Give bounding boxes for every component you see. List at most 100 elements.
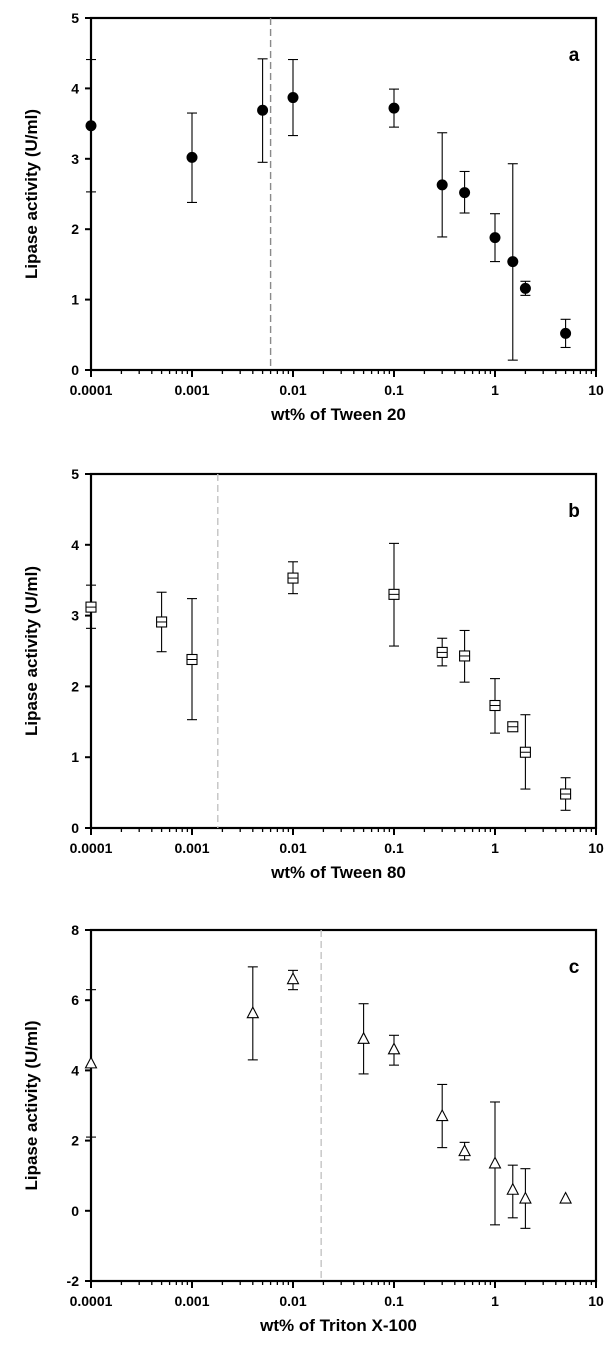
data-point xyxy=(257,58,269,163)
data-point xyxy=(436,637,448,667)
y-axis-title: Lipase activity (U/ml) xyxy=(22,109,41,279)
data-point xyxy=(506,1164,520,1219)
point-marker xyxy=(84,1056,98,1069)
data-point xyxy=(357,1003,371,1075)
x-tick-label: 1 xyxy=(491,1293,499,1309)
point-marker xyxy=(458,1143,472,1157)
x-tick-label: 1 xyxy=(491,382,499,398)
x-tick-label: 10 xyxy=(588,840,604,856)
point-marker xyxy=(506,1182,520,1195)
x-tick-label: 0.001 xyxy=(174,382,209,398)
y-tick-label: 6 xyxy=(71,992,79,1008)
y-axis-title: Lipase activity (U/ml) xyxy=(22,1020,41,1190)
x-tick-label: 0.01 xyxy=(279,840,306,856)
x-tick-label: 10 xyxy=(588,382,604,398)
x-tick-label: 0.1 xyxy=(384,1293,404,1309)
x-tick-label: 0.0001 xyxy=(70,1293,113,1309)
y-tick-label: 4 xyxy=(71,1062,79,1078)
panel-label: c xyxy=(569,957,580,978)
data-point xyxy=(559,1191,573,1204)
x-tick-label: 0.0001 xyxy=(70,382,113,398)
point-marker xyxy=(560,327,572,339)
data-point xyxy=(186,112,198,203)
panel-b: 0 1 2 3 4 5 0.0001 0.001 0.01 0.1 1 10 wt% of Tween … xyxy=(22,466,604,882)
y-tick-label: 2 xyxy=(71,678,79,694)
y-tick-label: 8 xyxy=(71,922,79,938)
data-point xyxy=(85,58,97,193)
point-marker xyxy=(186,151,198,163)
data-point xyxy=(436,132,448,238)
y-tick-label: 4 xyxy=(71,537,79,553)
y-tick-label: 1 xyxy=(71,292,79,308)
data-point xyxy=(507,163,519,361)
y-tick-label: 0 xyxy=(71,362,79,378)
point-marker xyxy=(246,1006,260,1019)
data-point xyxy=(519,280,531,296)
point-marker xyxy=(459,187,471,199)
panel-c: -2 0 2 4 6 8 0.0001 0.001 0.01 0.1 1 10 wt% of Trito… xyxy=(22,922,604,1335)
x-tick-label: 10 xyxy=(588,1293,604,1309)
plot-frame xyxy=(89,472,598,830)
data-point xyxy=(507,721,519,733)
data-point xyxy=(85,584,97,629)
panel-label: a xyxy=(569,45,580,66)
point-marker xyxy=(488,1156,502,1169)
y-tick-label: 2 xyxy=(71,1133,79,1149)
data-point xyxy=(156,591,168,653)
data-point xyxy=(388,88,400,128)
data-point xyxy=(246,966,260,1061)
x-tick-label: 0.1 xyxy=(384,840,404,856)
data-point xyxy=(388,542,400,647)
point-marker xyxy=(507,256,519,268)
data-point xyxy=(489,213,501,263)
point-marker xyxy=(387,1042,401,1055)
data-point xyxy=(488,1101,502,1226)
data-point xyxy=(459,629,471,683)
data-point xyxy=(387,1034,401,1066)
data-point xyxy=(519,714,531,790)
data-point xyxy=(560,777,572,811)
x-tick-label: 0.1 xyxy=(384,382,404,398)
data-point xyxy=(458,1141,472,1161)
y-tick-label: 3 xyxy=(71,608,79,624)
data-point xyxy=(560,318,572,349)
y-tick-label: 5 xyxy=(71,466,79,482)
y-axis-title: Lipase activity (U/ml) xyxy=(22,566,41,736)
x-axis-title: wt% of Triton X-100 xyxy=(259,1316,417,1335)
y-tick-label: 5 xyxy=(71,10,79,26)
data-point xyxy=(84,989,98,1138)
point-marker xyxy=(436,179,448,191)
y-tick-label: 0 xyxy=(71,820,79,836)
y-tick-label: 4 xyxy=(71,80,79,96)
x-tick-label: 0.01 xyxy=(279,382,306,398)
data-point xyxy=(489,678,501,734)
x-tick-label: 0.001 xyxy=(174,1293,209,1309)
panel-label: b xyxy=(568,501,580,522)
y-tick-label: 3 xyxy=(71,151,79,167)
point-marker xyxy=(257,104,269,116)
point-marker xyxy=(85,120,97,132)
point-marker xyxy=(286,971,300,985)
y-tick-label: -2 xyxy=(67,1273,80,1289)
x-axis-title: wt% of Tween 20 xyxy=(270,405,406,424)
data-point xyxy=(286,969,300,991)
plot-frame xyxy=(89,928,598,1283)
data-point xyxy=(287,561,299,595)
x-tick-label: 0.01 xyxy=(279,1293,306,1309)
data-point xyxy=(186,598,198,721)
y-tick-label: 0 xyxy=(71,1203,79,1219)
panel-a: 0 1 2 3 4 5 0.0001 0.001 0.01 0.1 1 10 wt% of Tween … xyxy=(22,10,604,424)
data-point xyxy=(287,58,299,137)
x-tick-label: 0.001 xyxy=(174,840,209,856)
point-marker xyxy=(435,1108,449,1122)
x-tick-label: 1 xyxy=(491,840,499,856)
data-point xyxy=(518,1168,532,1229)
point-marker xyxy=(519,282,531,294)
data-point xyxy=(435,1083,449,1149)
point-marker xyxy=(388,102,400,114)
point-marker xyxy=(489,232,501,244)
data-point xyxy=(459,170,471,214)
x-axis-title: wt% of Tween 80 xyxy=(270,863,406,882)
